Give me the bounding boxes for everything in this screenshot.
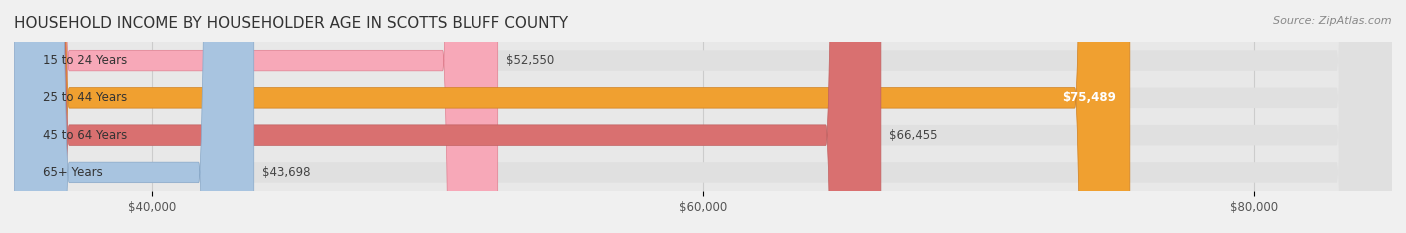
FancyBboxPatch shape bbox=[14, 0, 498, 233]
FancyBboxPatch shape bbox=[14, 0, 253, 233]
Text: 45 to 64 Years: 45 to 64 Years bbox=[44, 129, 128, 142]
FancyBboxPatch shape bbox=[14, 0, 1392, 233]
FancyBboxPatch shape bbox=[14, 0, 1130, 233]
FancyBboxPatch shape bbox=[14, 0, 1392, 233]
FancyBboxPatch shape bbox=[14, 0, 1392, 233]
FancyBboxPatch shape bbox=[14, 0, 882, 233]
FancyBboxPatch shape bbox=[14, 0, 1392, 233]
Text: 65+ Years: 65+ Years bbox=[44, 166, 103, 179]
Text: 15 to 24 Years: 15 to 24 Years bbox=[44, 54, 128, 67]
Text: $52,550: $52,550 bbox=[506, 54, 554, 67]
Text: $66,455: $66,455 bbox=[889, 129, 938, 142]
Text: HOUSEHOLD INCOME BY HOUSEHOLDER AGE IN SCOTTS BLUFF COUNTY: HOUSEHOLD INCOME BY HOUSEHOLDER AGE IN S… bbox=[14, 16, 568, 31]
Text: $75,489: $75,489 bbox=[1062, 91, 1116, 104]
Text: $43,698: $43,698 bbox=[262, 166, 311, 179]
Text: 25 to 44 Years: 25 to 44 Years bbox=[44, 91, 128, 104]
Text: Source: ZipAtlas.com: Source: ZipAtlas.com bbox=[1274, 16, 1392, 26]
